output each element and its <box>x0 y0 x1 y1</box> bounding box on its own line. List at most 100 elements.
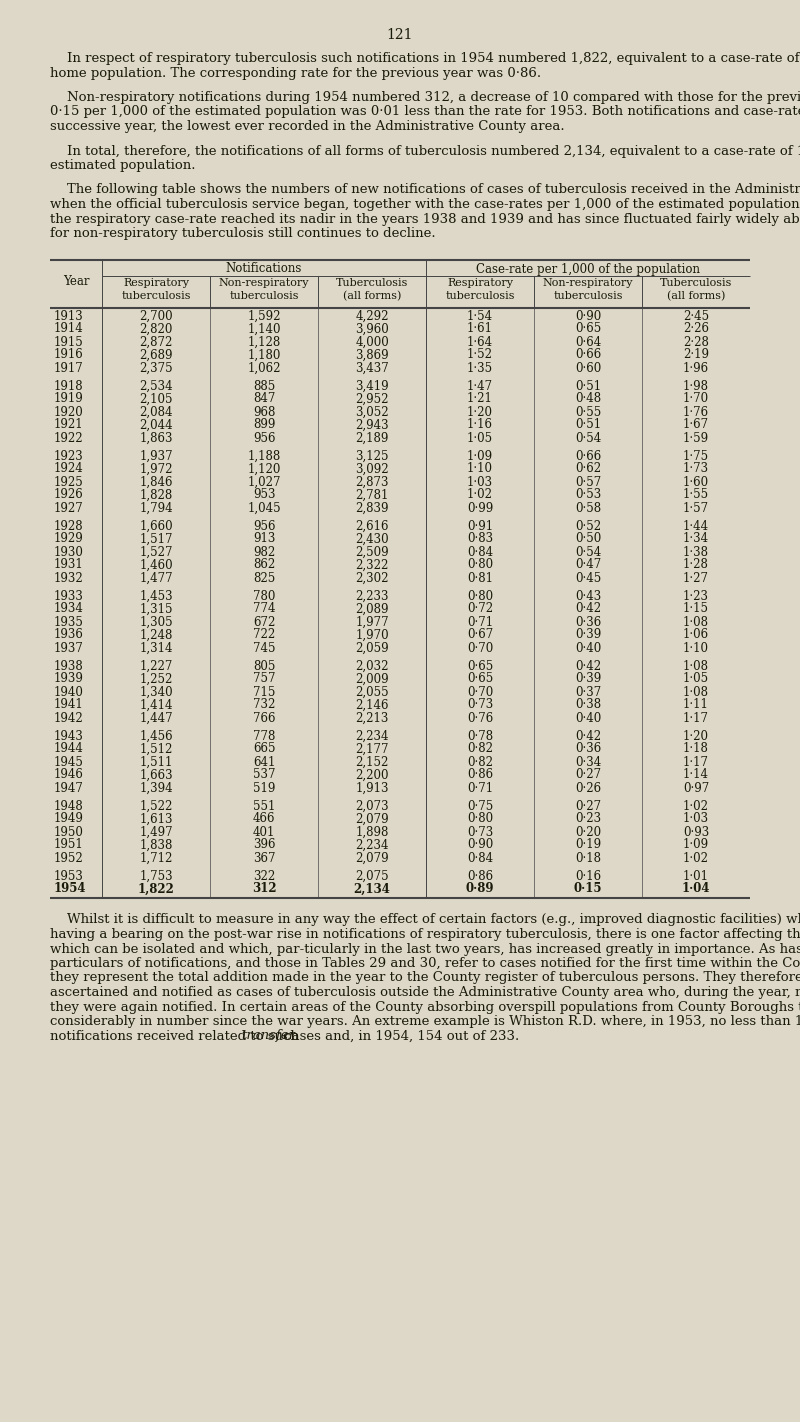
Text: 1·08: 1·08 <box>683 660 709 673</box>
Text: 0·81: 0·81 <box>467 572 493 584</box>
Text: 1·21: 1·21 <box>467 392 493 405</box>
Text: 1945: 1945 <box>54 755 84 768</box>
Text: 1,340: 1,340 <box>139 685 173 698</box>
Text: 780: 780 <box>253 590 275 603</box>
Text: 2,089: 2,089 <box>355 603 389 616</box>
Text: 1·04: 1·04 <box>682 883 710 896</box>
Text: 2,075: 2,075 <box>355 869 389 883</box>
Text: 0·54: 0·54 <box>575 431 601 445</box>
Text: 2,430: 2,430 <box>355 532 389 546</box>
Text: 672: 672 <box>253 616 275 629</box>
Text: 1·20: 1·20 <box>683 729 709 742</box>
Text: 0·62: 0·62 <box>575 462 601 475</box>
Text: cases and, in 1954, 154 out of 233.: cases and, in 1954, 154 out of 233. <box>280 1030 519 1042</box>
Text: 2,177: 2,177 <box>355 742 389 755</box>
Text: 322: 322 <box>253 869 275 883</box>
Text: 121: 121 <box>386 28 414 43</box>
Text: notifications received related to such: notifications received related to such <box>50 1030 303 1042</box>
Text: 0·42: 0·42 <box>575 660 601 673</box>
Text: 466: 466 <box>253 812 275 826</box>
Text: 0·66: 0·66 <box>575 348 601 361</box>
Text: 0·40: 0·40 <box>575 641 601 654</box>
Text: 2,872: 2,872 <box>139 336 173 348</box>
Text: 1·06: 1·06 <box>683 629 709 641</box>
Text: 2,839: 2,839 <box>355 502 389 515</box>
Text: 1,248: 1,248 <box>139 629 173 641</box>
Text: 2,152: 2,152 <box>355 755 389 768</box>
Text: 1946: 1946 <box>54 768 84 782</box>
Text: 0·73: 0·73 <box>467 698 493 711</box>
Text: 2,873: 2,873 <box>355 475 389 489</box>
Text: 0·80: 0·80 <box>467 812 493 826</box>
Text: 1·54: 1·54 <box>467 310 493 323</box>
Text: 1,522: 1,522 <box>139 799 173 812</box>
Text: 1929: 1929 <box>54 532 84 546</box>
Text: 1·11: 1·11 <box>683 698 709 711</box>
Text: 1930: 1930 <box>54 546 84 559</box>
Text: 1,517: 1,517 <box>139 532 173 546</box>
Text: 665: 665 <box>253 742 275 755</box>
Text: 2,134: 2,134 <box>354 883 390 896</box>
Text: 774: 774 <box>253 603 275 616</box>
Text: 1·34: 1·34 <box>683 532 709 546</box>
Text: 1,822: 1,822 <box>138 883 174 896</box>
Text: 0·86: 0·86 <box>467 869 493 883</box>
Text: 1916: 1916 <box>54 348 84 361</box>
Text: 1,898: 1,898 <box>355 826 389 839</box>
Text: 0·71: 0·71 <box>467 782 493 795</box>
Text: 2,820: 2,820 <box>139 323 173 336</box>
Text: Year: Year <box>62 274 90 289</box>
Text: 1,970: 1,970 <box>355 629 389 641</box>
Text: 0·71: 0·71 <box>467 616 493 629</box>
Text: 1·10: 1·10 <box>683 641 709 654</box>
Text: 3,092: 3,092 <box>355 462 389 475</box>
Text: 2,943: 2,943 <box>355 418 389 431</box>
Text: particulars of notifications, and those in Tables 29 and 30, refer to cases noti: particulars of notifications, and those … <box>50 957 800 970</box>
Text: 0·15 per 1,000 of the estimated population was 0·01 less than the rate for 1953.: 0·15 per 1,000 of the estimated populati… <box>50 105 800 118</box>
Text: 2,233: 2,233 <box>355 590 389 603</box>
Text: 0·80: 0·80 <box>467 559 493 572</box>
Text: 1·67: 1·67 <box>683 418 709 431</box>
Text: 1935: 1935 <box>54 616 84 629</box>
Text: 537: 537 <box>253 768 275 782</box>
Text: 1941: 1941 <box>54 698 84 711</box>
Text: 1·35: 1·35 <box>467 361 493 374</box>
Text: 1949: 1949 <box>54 812 84 826</box>
Text: 312: 312 <box>252 883 276 896</box>
Text: 1·17: 1·17 <box>683 711 709 724</box>
Text: 0·70: 0·70 <box>467 641 493 654</box>
Text: 0·91: 0·91 <box>467 519 493 532</box>
Text: ascertained and notified as cases of tuberculosis outside the Administrative Cou: ascertained and notified as cases of tub… <box>50 985 800 1000</box>
Text: 1944: 1944 <box>54 742 84 755</box>
Text: 1·28: 1·28 <box>683 559 709 572</box>
Text: 1943: 1943 <box>54 729 84 742</box>
Text: 1,592: 1,592 <box>247 310 281 323</box>
Text: 1927: 1927 <box>54 502 84 515</box>
Text: 1931: 1931 <box>54 559 84 572</box>
Text: 1915: 1915 <box>54 336 84 348</box>
Text: 1·14: 1·14 <box>683 768 709 782</box>
Text: 3,052: 3,052 <box>355 405 389 418</box>
Text: 2,079: 2,079 <box>355 852 389 865</box>
Text: 0·37: 0·37 <box>575 685 601 698</box>
Text: 1948: 1948 <box>54 799 84 812</box>
Text: 1·03: 1·03 <box>683 812 709 826</box>
Text: 2,616: 2,616 <box>355 519 389 532</box>
Text: 1928: 1928 <box>54 519 84 532</box>
Text: 0·23: 0·23 <box>575 812 601 826</box>
Text: 1926: 1926 <box>54 489 84 502</box>
Text: 1933: 1933 <box>54 590 84 603</box>
Text: 1,846: 1,846 <box>139 475 173 489</box>
Text: 1·98: 1·98 <box>683 380 709 392</box>
Text: 1954: 1954 <box>54 883 86 896</box>
Text: 0·90: 0·90 <box>467 839 493 852</box>
Text: 0·73: 0·73 <box>467 826 493 839</box>
Text: 1·09: 1·09 <box>683 839 709 852</box>
Text: 0·34: 0·34 <box>575 755 601 768</box>
Text: 1,305: 1,305 <box>139 616 173 629</box>
Text: 2,084: 2,084 <box>139 405 173 418</box>
Text: 1947: 1947 <box>54 782 84 795</box>
Text: 3,960: 3,960 <box>355 323 389 336</box>
Text: 0·57: 0·57 <box>575 475 601 489</box>
Text: 1·47: 1·47 <box>467 380 493 392</box>
